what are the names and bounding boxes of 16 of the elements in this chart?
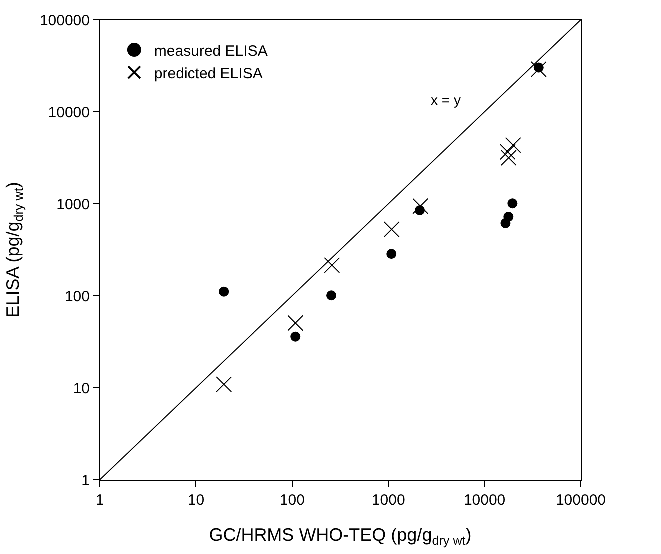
y-tick-label: 10000 (48, 104, 90, 122)
x-tick-label: 1000 (372, 492, 406, 509)
y-tick-label: 10 (73, 380, 90, 398)
y-tick-label: 1000 (56, 196, 90, 214)
x-tick-label: 100000 (556, 492, 606, 509)
y-tick-label: 1 (82, 472, 90, 490)
y-tick-label: 100000 (40, 12, 90, 30)
x-tick-label: 1 (96, 492, 104, 509)
x-tick-label: 10000 (464, 492, 506, 509)
x-tick-label: 100 (280, 492, 305, 509)
x-tick-label: 10 (188, 492, 205, 509)
y-tick-label: 100 (64, 288, 90, 306)
legend-label: measured ELISA (154, 42, 268, 60)
legend-label: predicted ELISA (154, 65, 263, 82)
x-axis-title: GC/HRMS WHO-TEQ (pg/g$_{dry wt}$) (209, 525, 472, 548)
annotation: x = y (431, 92, 461, 108)
